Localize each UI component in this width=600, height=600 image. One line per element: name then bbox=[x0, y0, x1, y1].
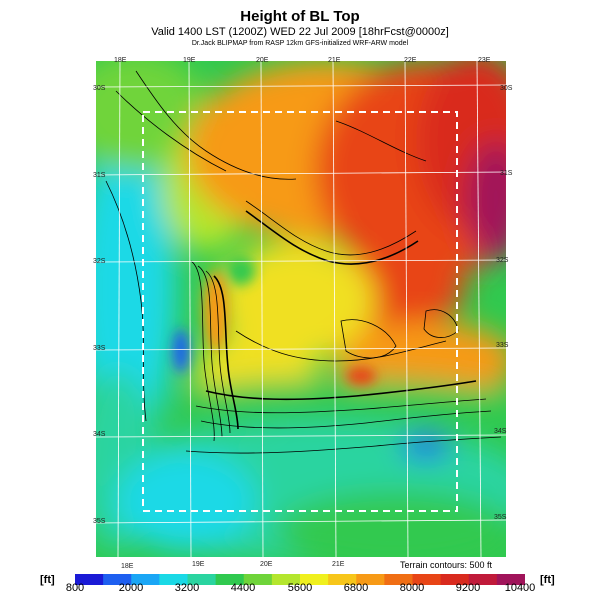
bottom-lon-label: 18E bbox=[121, 563, 134, 570]
inner-domain-box bbox=[142, 111, 458, 512]
colorbar-swatch bbox=[356, 574, 385, 585]
colorbar-swatch bbox=[215, 574, 245, 585]
map-title: Height of BL Top bbox=[240, 8, 360, 25]
colorbar-swatch bbox=[328, 574, 357, 585]
colorbar-swatch bbox=[103, 574, 132, 585]
left-lat-label: 33S bbox=[93, 345, 106, 352]
colorbar-swatch bbox=[75, 574, 104, 585]
colorbar-swatch bbox=[187, 574, 217, 585]
right-lat-label: 35S bbox=[494, 514, 507, 521]
left-lat-label: 34S bbox=[93, 431, 106, 438]
colorbar-swatch bbox=[412, 574, 442, 585]
colorbar-tick-label: 9200 bbox=[455, 582, 481, 594]
left-lat-label: 32S bbox=[93, 258, 106, 265]
right-lat-label: 32S bbox=[496, 257, 509, 264]
colorbar-unit-left: [ft] bbox=[40, 574, 55, 586]
top-lon-label: 23E bbox=[478, 57, 491, 64]
colorbar-tick-label: 10400 bbox=[504, 582, 536, 594]
colorbar-swatch bbox=[468, 574, 498, 585]
top-lon-label: 19E bbox=[183, 57, 196, 64]
terrain-contour-note: Terrain contours: 500 ft bbox=[400, 560, 493, 570]
color-field bbox=[96, 61, 506, 557]
colorbar-tick-label: 4400 bbox=[230, 582, 256, 594]
right-lat-label: 33S bbox=[496, 342, 509, 349]
left-lat-label: 35S bbox=[93, 518, 106, 525]
colorbar-tick-label: 800 bbox=[65, 582, 85, 594]
colorbar-swatch bbox=[440, 574, 470, 585]
bottom-lon-label: 21E bbox=[332, 561, 345, 568]
top-lon-label: 21E bbox=[328, 57, 341, 64]
bottom-lon-label: 19E bbox=[192, 561, 205, 568]
colorbar-unit-right: [ft] bbox=[540, 574, 555, 586]
colorbar-swatch bbox=[384, 574, 414, 585]
colorbar-tick-label: 2000 bbox=[118, 582, 144, 594]
colorbar-swatch bbox=[131, 574, 160, 585]
colorbar-tick-label: 5600 bbox=[287, 582, 313, 594]
top-lon-label: 22E bbox=[404, 57, 417, 64]
colorbar-swatch bbox=[496, 574, 526, 585]
colorbar-tick-label: 3200 bbox=[174, 582, 200, 594]
colorbar-svg bbox=[75, 574, 526, 585]
colorbar-swatch bbox=[159, 574, 189, 585]
right-lat-label: 31S bbox=[500, 170, 513, 177]
left-lat-label: 30S bbox=[93, 85, 106, 92]
bottom-lon-label: 20E bbox=[260, 561, 273, 568]
colorbar-swatch bbox=[243, 574, 273, 585]
blipmap-field bbox=[96, 61, 506, 557]
right-lat-label: 34S bbox=[494, 428, 507, 435]
latlon-grid bbox=[96, 61, 506, 557]
right-lat-label: 30S bbox=[500, 85, 513, 92]
map-subtitle: Valid 1400 LST (1200Z) WED 22 Jul 2009 [… bbox=[151, 26, 449, 38]
map-svg bbox=[96, 61, 506, 557]
model-credit: Dr.Jack BLIPMAP from RASP 12km GFS-initi… bbox=[191, 40, 409, 47]
colorbar bbox=[75, 572, 526, 585]
colorbar-tick-label: 8000 bbox=[399, 582, 425, 594]
top-lon-label: 20E bbox=[256, 57, 269, 64]
top-lon-label: 18E bbox=[114, 57, 127, 64]
left-lat-label: 31S bbox=[93, 172, 106, 179]
colorbar-swatch bbox=[271, 574, 301, 585]
colorbar-tick-label: 6800 bbox=[343, 582, 369, 594]
colorbar-swatch bbox=[300, 574, 329, 585]
